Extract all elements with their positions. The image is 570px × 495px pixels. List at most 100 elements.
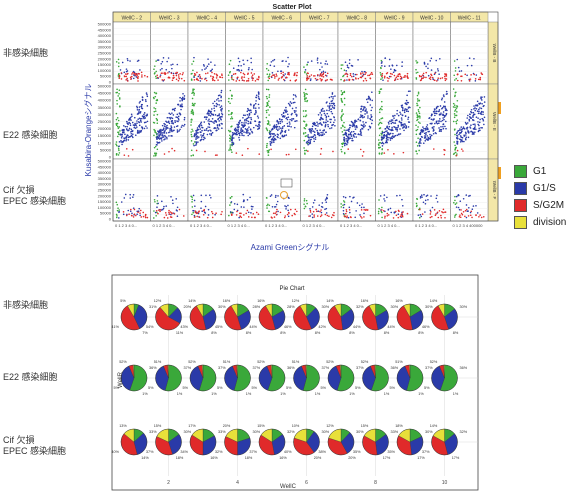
pie-slice-label: 20% (348, 456, 356, 460)
scatter-point-g1 (116, 117, 119, 119)
scatter-point-g1s (193, 56, 195, 59)
scatter-point-g1s (130, 113, 133, 116)
scatter-point-g1s (237, 57, 240, 60)
scatter-point-g1 (342, 74, 345, 77)
pie-slice-label: 1% (280, 392, 286, 396)
scatter-point-sg2m (282, 71, 284, 74)
scatter-point-sg2m (320, 75, 323, 77)
scatter-point-g1s (128, 127, 131, 130)
scatter-point-g1s (435, 59, 438, 62)
scatter-point-sg2m (351, 75, 353, 78)
scatter-y-tick-label: 0 (109, 217, 112, 222)
scatter-point-g1 (153, 155, 155, 157)
scatter-point-g1s (206, 65, 209, 68)
scatter-point-sg2m (321, 73, 324, 76)
scatter-point-g1s (211, 68, 214, 71)
scatter-y-tick-label: 350000 (98, 39, 112, 44)
scatter-point-g1s (161, 60, 164, 63)
scatter-point-g1s (124, 125, 127, 128)
scatter-point-sg2m (277, 79, 280, 81)
scatter-point-g1s (124, 133, 126, 136)
scatter-point-g1s (140, 103, 143, 106)
pie-slice-label: 30% (218, 305, 226, 309)
scatter-point-sg2m (445, 78, 448, 80)
scatter-point-sg2m (396, 78, 399, 81)
scatter-point-g1s (468, 57, 471, 59)
scatter-point-sg2m (293, 73, 296, 76)
scatter-y-tick-label: 200000 (98, 56, 112, 61)
pie-slice-label: 20% (314, 456, 322, 460)
scatter-point-sg2m (389, 72, 392, 75)
scatter-y-tick-label: 200000 (98, 193, 112, 198)
scatter-point-sg2m (133, 72, 136, 75)
scatter-point-sg2m (238, 79, 241, 82)
scatter-point-sg2m (127, 155, 130, 157)
scatter-point-sg2m (357, 77, 360, 80)
scatter-point-g1s (137, 130, 139, 132)
scatter-point-g1s (474, 80, 477, 82)
scatter-point-sg2m (319, 75, 321, 77)
scatter-point-sg2m (325, 79, 327, 82)
scatter-point-sg2m (319, 77, 322, 80)
scatter-point-g1s (199, 77, 201, 80)
scatter-point-g1 (153, 68, 155, 71)
scatter-point-sg2m (479, 78, 481, 80)
scatter-point-sg2m (394, 78, 397, 80)
pie-slice-label: 1% (211, 392, 217, 396)
scatter-point-sg2m (274, 75, 276, 78)
scatter-y-tick-label: 50000 (100, 74, 112, 79)
scatter-point-sg2m (215, 77, 218, 79)
scatter-point-g1s (172, 129, 175, 132)
scatter-point-g1s (163, 127, 165, 130)
scatter-y-tick-label: 450000 (98, 164, 112, 169)
pie-slice-label: 37% (356, 366, 364, 370)
scatter-point-sg2m (167, 76, 170, 79)
scatter-point-g1 (118, 152, 121, 154)
scatter-point-g1s (167, 57, 170, 59)
scatter-y-tick-label: 400000 (98, 98, 112, 103)
scatter-point-g1 (268, 75, 271, 77)
scatter-point-sg2m (349, 72, 352, 75)
scatter-point-g1s (126, 120, 128, 123)
scatter-point-sg2m (320, 72, 322, 75)
scatter-point-g1 (416, 61, 419, 64)
scatter-point-g1s (146, 93, 148, 96)
scatter-point-g1s (168, 112, 171, 115)
scatter-point-g1s (129, 116, 132, 119)
pie-slice-label: 1% (315, 392, 321, 396)
scatter-column-header-label: WellC - 10 (420, 16, 443, 22)
scatter-point-g1s (141, 107, 144, 110)
scatter-point-g1s (130, 132, 133, 135)
pie-slice-label: 35% (387, 450, 395, 454)
scatter-point-sg2m (287, 72, 290, 75)
pie-slice-label: 17% (188, 424, 196, 428)
pie-slice-label: 10% (292, 424, 300, 428)
scatter-point-g1 (154, 152, 156, 154)
scatter-point-g1 (153, 146, 156, 149)
scatter-point-g1s (362, 73, 365, 76)
scatter-point-g1s (136, 113, 139, 115)
scatter-point-g1s (129, 60, 131, 62)
scatter-point-g1 (153, 91, 156, 94)
scatter-point-g1s (460, 70, 463, 72)
scatter-point-g1s (240, 69, 243, 72)
scatter-column-header-label: WellC - 8 (347, 16, 368, 22)
scatter-point-g1s (166, 137, 168, 140)
scatter-point-g1s (243, 63, 245, 66)
scatter-point-g1s (145, 114, 147, 117)
scatter-point-g1 (115, 61, 118, 63)
scatter-point-g1 (154, 75, 157, 78)
scatter-point-g1s (325, 60, 327, 62)
scatter-point-sg2m (135, 72, 137, 75)
scatter-y-tick-label: 0 (109, 155, 112, 160)
scatter-point-g1s (210, 61, 212, 63)
scatter-point-sg2m (232, 79, 235, 81)
scatter-point-g1s (121, 61, 124, 64)
pie-slice-label: 5% (217, 386, 223, 390)
scatter-y-tick-label: 100000 (98, 140, 112, 145)
scatter-point-g1s (238, 70, 241, 72)
scatter-point-sg2m (393, 79, 396, 82)
scatter-point-sg2m (310, 74, 313, 76)
scatter-point-g1s (193, 76, 195, 78)
pie-slice-label: 7% (142, 331, 148, 335)
